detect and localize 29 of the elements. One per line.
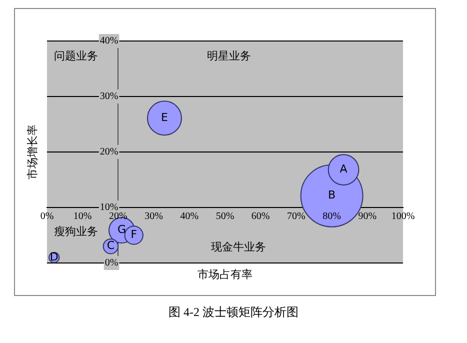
caption: 图 4-2 波士顿矩阵分析图 bbox=[168, 304, 300, 321]
y-tick-label: 0% bbox=[104, 258, 118, 269]
y-tick-label: 40% bbox=[100, 36, 118, 47]
x-tick-label: 50% bbox=[216, 211, 234, 222]
x-tick-label: 80% bbox=[322, 211, 341, 222]
x-tick-label: 40% bbox=[180, 211, 199, 222]
annotation: 问题业务 bbox=[54, 49, 98, 62]
y-tick-label: 10% bbox=[100, 202, 118, 214]
series-label: D bbox=[50, 250, 58, 264]
y-tick-label: 20% bbox=[100, 146, 118, 158]
x-tick-label: 70% bbox=[287, 211, 306, 222]
x-tick-label: 10% bbox=[73, 211, 92, 222]
series-label: E bbox=[161, 111, 168, 124]
y-axis-title: 市场增长率 bbox=[26, 124, 39, 180]
annotation: 瘦狗业务 bbox=[54, 224, 98, 238]
series-label: C bbox=[106, 239, 115, 252]
annotation: 明星业务 bbox=[207, 49, 252, 62]
x-tick-label: 100% bbox=[391, 211, 415, 222]
x-tick-label: 90% bbox=[358, 211, 377, 222]
series-label: G bbox=[117, 223, 126, 236]
series-label: F bbox=[130, 228, 138, 242]
series-label: B bbox=[328, 188, 336, 202]
series-label: A bbox=[340, 162, 348, 176]
x-axis-title: 市场占有率 bbox=[198, 268, 252, 281]
y-tick-label: 30% bbox=[100, 91, 118, 102]
x-tick-label: 0% bbox=[40, 211, 54, 222]
x-tick-label: 60% bbox=[251, 211, 270, 222]
x-tick-label: 30% bbox=[144, 211, 163, 222]
annotation: 现金牛业务 bbox=[210, 240, 266, 254]
